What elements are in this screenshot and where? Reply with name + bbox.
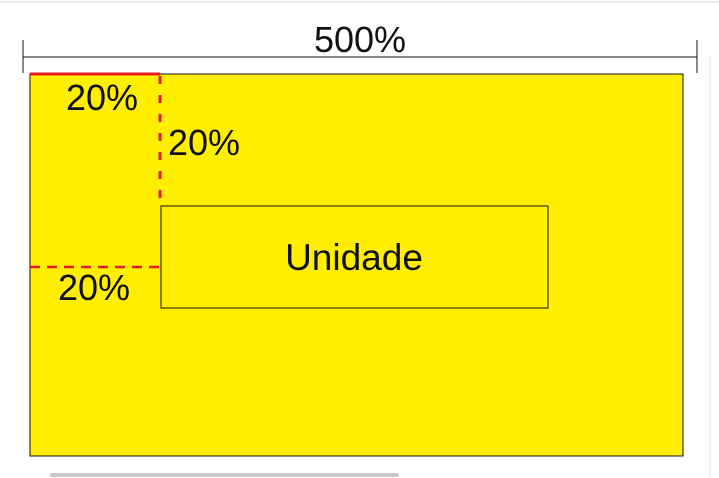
- margin-top-left-label: 20%: [66, 77, 138, 118]
- margin-left-label: 20%: [58, 267, 130, 308]
- margin-top-inner-label: 20%: [168, 122, 240, 163]
- unit-box-label: Unidade: [285, 237, 423, 278]
- unit-box: [160, 205, 549, 309]
- total-width-label: 500%: [314, 19, 406, 60]
- horizontal-scrollbar[interactable]: [50, 473, 399, 477]
- total-width-dimension: 500%: [22, 19, 698, 73]
